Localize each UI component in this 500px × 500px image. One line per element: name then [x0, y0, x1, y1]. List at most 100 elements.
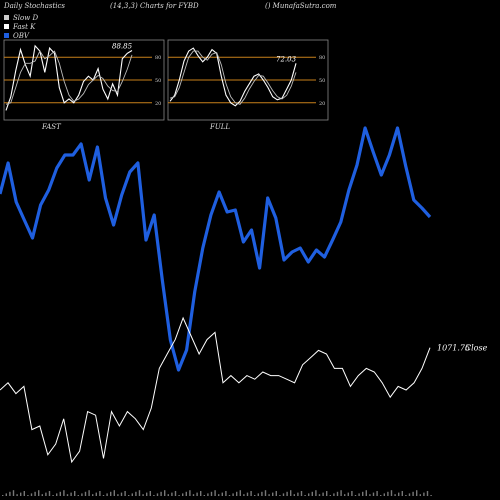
volume-bar	[380, 495, 382, 496]
volume-bar	[340, 490, 342, 496]
legend-swatch	[4, 24, 9, 29]
close-series-label: Close	[465, 344, 488, 353]
volume-bar	[236, 491, 238, 496]
volume-bar	[59, 491, 61, 496]
volume-bar	[207, 493, 209, 496]
legend-item-fast-k: Fast K	[4, 22, 38, 31]
stoch-panel-fast: 20 50 80 88.85 FAST	[3, 39, 165, 131]
volume-bar	[106, 493, 108, 496]
volume-bar	[81, 493, 83, 496]
y-tick-label: 20	[155, 101, 161, 107]
series-line-close	[0, 316, 431, 464]
volume-bar	[174, 491, 177, 496]
legend-item-slow-d: Slow D	[4, 13, 38, 22]
volume-bar	[336, 491, 339, 496]
legend-label: OBV	[13, 31, 29, 40]
volume-bar	[41, 494, 43, 496]
volume-bar	[102, 495, 105, 496]
volume-bar	[257, 493, 259, 496]
volume-bar	[52, 495, 54, 496]
volume-bar	[120, 492, 123, 496]
volume-bar	[189, 490, 191, 496]
last-value-label: 88.85	[112, 42, 133, 50]
volume-bar	[128, 495, 130, 496]
volume-bar	[34, 491, 36, 496]
volume-bar	[66, 494, 69, 496]
series-line-slow-d	[5, 50, 133, 105]
volume-bar	[221, 492, 223, 496]
volume-bar	[408, 493, 411, 496]
volume-bar	[387, 491, 389, 496]
volume-bar	[95, 492, 97, 496]
volume-bar	[282, 493, 285, 496]
volume-bar	[185, 491, 187, 496]
volume-bar	[88, 490, 90, 496]
volume-bar	[264, 490, 267, 496]
legend-label: Slow D	[13, 13, 39, 22]
volume-bar	[239, 490, 241, 496]
volume-bar	[70, 492, 72, 496]
volume-bar	[293, 494, 295, 496]
series-line-obv	[0, 126, 432, 372]
volume-bar	[138, 490, 141, 496]
volume-bar	[254, 495, 256, 496]
volume-bar	[38, 490, 40, 496]
volume-bar	[322, 492, 324, 496]
chart-source: () MunafaSutra.com	[265, 2, 337, 10]
series-line-slow-d	[169, 50, 297, 105]
volume-bar	[5, 493, 7, 496]
last-value-label: 72.03	[276, 55, 297, 63]
volume-bar	[210, 491, 213, 496]
volume-bar	[167, 494, 169, 496]
volume-bar	[77, 495, 79, 496]
volume-bar	[135, 491, 137, 496]
volume-bar	[160, 491, 162, 496]
y-tick-label: 80	[155, 55, 161, 61]
volume-bar	[9, 491, 11, 496]
close-last-value-label: 1071.75	[437, 344, 470, 353]
volume-bar	[110, 491, 112, 496]
volume-bar	[232, 493, 234, 496]
volume-bar	[347, 492, 349, 496]
volume-bar	[84, 491, 87, 496]
volume-bar	[272, 492, 274, 496]
volume-bar	[261, 491, 263, 496]
legend-item-obv: OBV	[4, 31, 38, 40]
volume-bar	[326, 491, 328, 496]
volume-bar	[12, 490, 15, 496]
volume-bar	[99, 491, 101, 496]
volume-bar	[315, 490, 317, 496]
volume-bar	[228, 495, 231, 496]
volume-bar	[333, 493, 335, 496]
volume-bar	[117, 494, 119, 496]
volume-bar	[394, 494, 396, 496]
volume-bar	[365, 490, 367, 496]
volume-bar	[153, 495, 155, 496]
legend-swatch	[4, 15, 9, 20]
volume-bar	[268, 494, 270, 496]
volume-bar	[124, 491, 126, 496]
volume-bar	[196, 492, 198, 496]
volume-bar	[30, 493, 33, 496]
volume-bar	[131, 493, 133, 496]
series-line-fast-k	[169, 47, 297, 107]
volume-bar	[45, 492, 47, 496]
volume-bar	[200, 491, 202, 496]
volume-bar	[398, 492, 400, 496]
volume-bar	[74, 491, 76, 496]
y-tick-label: 50	[155, 78, 161, 84]
volume-bar	[214, 490, 216, 496]
volume-bar	[246, 492, 249, 496]
panel-title: FAST	[41, 123, 62, 131]
volume-bar	[20, 492, 22, 496]
volume-bar	[171, 492, 173, 496]
volume-bar	[279, 495, 281, 496]
volume-bar	[146, 492, 148, 496]
volume-bar	[351, 491, 353, 496]
volume-bar	[362, 491, 364, 496]
volume-bar	[308, 493, 310, 496]
volume-bar	[401, 491, 403, 496]
volume-bar	[300, 491, 303, 496]
volume-bar	[358, 493, 360, 496]
